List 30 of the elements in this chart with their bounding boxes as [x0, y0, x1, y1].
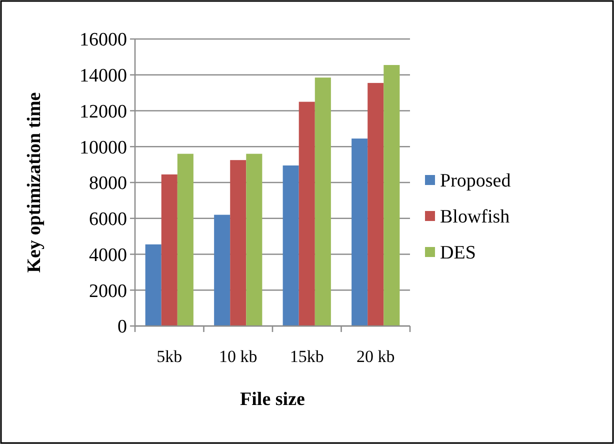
- bar: [352, 138, 368, 326]
- y-tick-label: 16000: [80, 30, 127, 51]
- x-tick-label: 15kb: [290, 347, 324, 366]
- y-tick-label: 10000: [80, 137, 127, 158]
- legend-label: DES: [440, 242, 476, 264]
- bar: [384, 65, 400, 326]
- x-tick-label: 20 kb: [356, 347, 395, 366]
- bar: [298, 102, 315, 326]
- bar: [161, 174, 178, 326]
- y-tick-label: 0: [118, 316, 127, 338]
- legend-label: Blowfish: [440, 206, 510, 228]
- bar: [246, 154, 262, 326]
- x-axis-title: File size: [240, 389, 305, 410]
- y-tick-label: 8000: [89, 173, 127, 194]
- y-tick-label: 14000: [80, 66, 127, 87]
- bar: [145, 244, 162, 326]
- bar: [282, 165, 299, 326]
- legend-label: Proposed: [440, 170, 512, 192]
- bar: [177, 154, 194, 326]
- bar: [214, 214, 230, 326]
- x-tick-label: 5kb: [156, 347, 182, 366]
- bar: [230, 160, 246, 326]
- x-tick-label: 10 kb: [219, 347, 258, 366]
- bar: [314, 78, 331, 326]
- y-tick-label: 6000: [89, 209, 127, 230]
- y-tick-label: 12000: [80, 101, 127, 122]
- y-tick-label: 4000: [89, 244, 127, 266]
- bar: [368, 82, 384, 326]
- y-axis-title: Key optimization time: [24, 92, 45, 273]
- y-tick-label: 2000: [89, 280, 127, 302]
